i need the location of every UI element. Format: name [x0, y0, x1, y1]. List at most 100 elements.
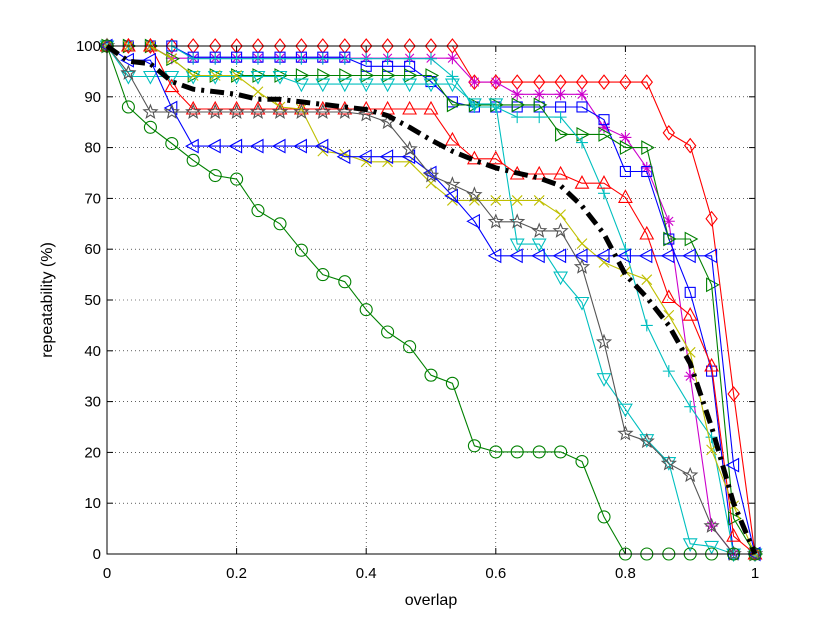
data-point	[185, 100, 201, 115]
data-point	[466, 98, 482, 113]
data-point	[596, 175, 612, 189]
data-point	[380, 78, 396, 93]
data-point	[209, 52, 222, 65]
data-point	[252, 86, 264, 98]
data-point	[511, 195, 523, 206]
data-point	[185, 103, 202, 119]
data-point	[510, 445, 524, 459]
series-line	[106, 45, 755, 555]
data-point	[576, 101, 588, 113]
data-point	[446, 52, 459, 65]
data-point	[617, 248, 631, 264]
data-point	[554, 88, 567, 101]
y-tick-label: 80	[84, 140, 101, 157]
data-point	[315, 100, 331, 115]
data-point	[747, 545, 763, 560]
data-point	[358, 149, 372, 165]
data-point	[185, 138, 199, 154]
data-point	[381, 325, 395, 339]
x-tick-label: 0.4	[356, 565, 377, 582]
data-point	[706, 277, 720, 293]
data-point	[533, 88, 546, 101]
data-point	[576, 238, 588, 250]
data-point	[293, 78, 309, 93]
data-point	[468, 100, 481, 113]
data-point	[314, 103, 331, 119]
data-point	[598, 126, 613, 142]
data-point	[641, 274, 653, 286]
data-point	[336, 103, 353, 119]
data-point	[228, 138, 243, 154]
data-point	[531, 222, 548, 238]
y-tick-label: 10	[84, 495, 101, 512]
data-point	[489, 74, 502, 90]
data-point	[315, 78, 331, 93]
data-point	[358, 106, 375, 122]
data-point	[682, 248, 696, 264]
data-point	[663, 309, 675, 321]
data-point	[403, 340, 417, 354]
data-point	[727, 386, 740, 402]
data-point	[273, 217, 287, 231]
data-point	[639, 225, 655, 240]
data-point	[166, 51, 180, 67]
data-point	[574, 175, 590, 189]
data-point	[293, 103, 310, 119]
data-point	[467, 439, 481, 453]
data-point	[249, 103, 267, 119]
data-point	[208, 168, 222, 183]
data-point	[423, 100, 439, 115]
data-point	[164, 78, 180, 93]
data-point	[598, 257, 610, 268]
data-point	[597, 510, 611, 524]
x-tick-label: 1	[751, 565, 759, 582]
data-point	[684, 137, 697, 154]
data-point	[444, 188, 458, 204]
data-point	[490, 195, 502, 206]
data-point	[595, 248, 610, 264]
data-point	[575, 454, 589, 469]
data-point	[553, 271, 569, 286]
data-point	[640, 319, 653, 332]
data-point	[272, 70, 288, 85]
data-point	[166, 53, 178, 65]
data-point	[509, 248, 523, 264]
data-point	[274, 52, 287, 65]
data-point	[424, 368, 438, 382]
data-point	[488, 98, 504, 113]
data-point	[187, 68, 202, 83]
data-point	[662, 125, 675, 141]
data-point	[379, 149, 394, 165]
data-point	[121, 100, 135, 114]
y-tick-label: 40	[84, 343, 101, 360]
data-point	[120, 64, 137, 80]
data-point	[617, 189, 633, 203]
data-point	[446, 97, 461, 113]
data-point	[705, 431, 718, 444]
data-point	[640, 74, 653, 90]
data-point	[230, 172, 244, 186]
data-point	[487, 213, 504, 229]
data-point	[401, 149, 416, 165]
data-point	[531, 238, 547, 253]
data-point	[207, 103, 224, 119]
data-point	[662, 215, 675, 228]
data-point	[423, 78, 439, 93]
data-point	[187, 70, 199, 81]
data-point	[207, 138, 221, 154]
y-tick-label: 20	[84, 444, 101, 461]
data-point	[638, 432, 655, 449]
data-point	[165, 136, 179, 151]
data-point	[207, 70, 223, 85]
data-point	[574, 296, 590, 311]
data-point	[230, 52, 243, 65]
y-tick-label: 90	[84, 89, 101, 106]
data-point	[338, 52, 351, 65]
data-point	[684, 370, 697, 383]
series-cyan-triangle-down	[99, 40, 763, 563]
data-point	[294, 243, 308, 257]
data-point	[381, 52, 394, 65]
data-point	[684, 231, 699, 247]
y-tick-label: 30	[84, 394, 101, 411]
